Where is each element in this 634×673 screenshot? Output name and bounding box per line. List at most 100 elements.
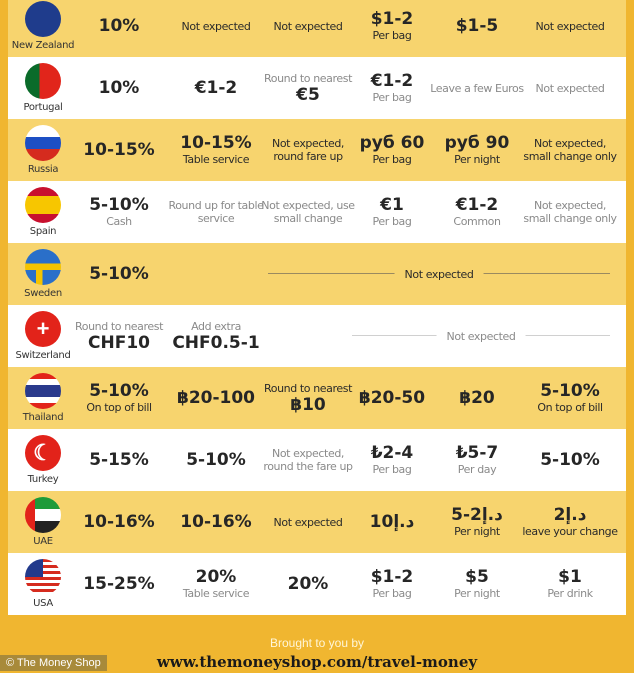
tip-cell: 20% Table service: [168, 553, 264, 615]
tip-value: 15-25%: [83, 573, 155, 594]
tip-cell: €1 Per bag: [344, 181, 440, 243]
tip-value: $1-2: [370, 9, 414, 29]
tip-cell: Not expected, small change only: [522, 181, 618, 243]
tip-note: Per bag: [372, 91, 412, 104]
tip-value: د.إ2-5: [451, 505, 503, 525]
tip-cell: Not expected, small change only: [522, 119, 618, 181]
tip-value: ฿10: [290, 394, 326, 415]
tip-cell: د.إ2 leave your change: [522, 491, 618, 553]
tip-note: Not expected: [535, 81, 605, 95]
turkey-flag-icon: ☾: [25, 435, 61, 471]
tip-note: On top of bill: [86, 401, 152, 414]
country-name: Turkey: [27, 474, 59, 485]
country-row: Russia 10-15% 10-15% Table service Not expec…: [8, 119, 626, 181]
country-name: Thailand: [22, 412, 64, 423]
tip-note: Leave a few Euros: [430, 81, 524, 95]
tip-value: €5: [296, 84, 320, 105]
website-link[interactable]: www.themoneyshop.com/travel-money: [156, 653, 478, 671]
country-name: Russia: [27, 164, 59, 175]
tip-note: Round to nearest: [263, 71, 352, 85]
tip-note: On top of bill: [537, 401, 603, 414]
country-name: New Zealand: [11, 40, 75, 51]
tip-cell: د.إ2-5 Per night: [429, 491, 525, 553]
flag-cell: + Switzerland: [8, 305, 78, 367]
tip-note: Table service: [182, 153, 250, 166]
country-name: USA: [33, 598, 53, 609]
tip-note: Round to nearest: [74, 319, 163, 333]
country-name: UAE: [33, 536, 53, 547]
tip-value: руб 60: [359, 133, 425, 153]
country-row: New Zealand 10% Not expected Not expected $1…: [8, 0, 626, 57]
tip-cell: Leave a few Euros: [429, 57, 525, 119]
tip-cell: €1-2 Per bag: [344, 57, 440, 119]
usa-flag-icon: [25, 559, 61, 595]
country-name: Spain: [29, 226, 57, 237]
tip-cell: 10%: [71, 57, 167, 119]
tip-note: Per day: [457, 463, 497, 476]
tip-note: Not expected: [273, 515, 343, 529]
country-row: Spain 5-10% Cash Round up for table service…: [8, 181, 626, 243]
tip-note: Per night: [454, 525, 500, 538]
tip-value: 10%: [98, 15, 140, 36]
portugal-flag-icon: [25, 63, 61, 99]
thailand-flag-icon: [25, 373, 61, 409]
tip-value: CHF10: [88, 332, 150, 353]
uae-flag-icon: [25, 497, 61, 533]
country-row: Portugal 10% €1-2 Round to nearest €5 €1-2 Per…: [8, 57, 626, 119]
flag-cell: USA: [8, 553, 78, 615]
tip-value: €1-2: [455, 195, 499, 215]
sweden-flag-icon: [25, 249, 61, 285]
tip-value: 10-16%: [83, 511, 155, 532]
tip-note: Add extra: [191, 319, 241, 333]
country-row: + Switzerland Round to nearest CHF10 Add ext…: [8, 305, 626, 367]
tip-value: 10-15%: [180, 133, 252, 153]
tip-cell: Not expected: [260, 0, 356, 57]
tip-value: 20%: [195, 567, 237, 587]
tip-value: 5-10%: [186, 449, 246, 470]
tip-note: Per bag: [372, 587, 412, 600]
tip-value: $1-5: [455, 15, 499, 36]
tip-cell: Round to nearest €5: [260, 57, 356, 119]
tip-note: Not expected, small change only: [523, 137, 617, 163]
tip-value: €1-2: [194, 77, 238, 98]
tip-value: 5-10%: [89, 381, 149, 401]
tip-cell: 5-10% On top of bill: [522, 367, 618, 429]
tip-cell: 5-10% Cash: [71, 181, 167, 243]
image-credit: © The Money Shop: [0, 655, 107, 671]
tip-note: Per bag: [372, 153, 412, 166]
tip-value: 10%: [98, 77, 140, 98]
switzerland-flag-icon: +: [25, 311, 61, 347]
tip-note: Not expected, small change only: [523, 199, 617, 225]
tip-value: $1-2: [370, 567, 414, 587]
tip-cell: Not expected: [522, 0, 618, 57]
tip-value: €1: [380, 195, 404, 215]
tipping-table: New Zealand 10% Not expected Not expected $1…: [8, 0, 626, 615]
tip-value: €1-2: [370, 71, 414, 91]
tip-cell: ₺5-7 Per day: [429, 429, 525, 491]
tip-note: Per bag: [372, 215, 412, 228]
tip-cell: 10%: [71, 0, 167, 57]
tip-note: Round to nearest: [263, 381, 352, 395]
tip-cell: $5 Per night: [429, 553, 525, 615]
flag-cell: Thailand: [8, 367, 78, 429]
tip-cell: руб 60 Per bag: [344, 119, 440, 181]
country-row: ☾ Turkey 5-15% 5-10% Not expected, round the…: [8, 429, 626, 491]
tip-cell: руб 90 Per night: [429, 119, 525, 181]
tip-cell: Not expected: [522, 57, 618, 119]
tip-cell: 10-16%: [168, 491, 264, 553]
tip-value: $5: [465, 567, 489, 587]
tip-cell: Round up for table service: [168, 181, 264, 243]
country-row: USA 15-25% 20% Table service 20% $1-2 Per bag $…: [8, 553, 626, 615]
tip-note: Not expected, round fare up: [271, 137, 344, 163]
country-name: Switzerland: [15, 350, 71, 361]
tip-cell: 20%: [260, 553, 356, 615]
tip-cell: Not expected, round fare up: [260, 119, 356, 181]
tip-cell: Not expected: [168, 0, 264, 57]
tip-cell: 5-10%: [522, 429, 618, 491]
tip-note: Round up for table service: [168, 199, 264, 225]
tip-value: 5-10%: [89, 263, 149, 284]
tip-cell: ₺2-4 Per bag: [344, 429, 440, 491]
tip-cell: د.إ10: [344, 491, 440, 553]
tip-cell: Not expected, round the fare up: [260, 429, 356, 491]
tip-cell: ฿20-50: [344, 367, 440, 429]
